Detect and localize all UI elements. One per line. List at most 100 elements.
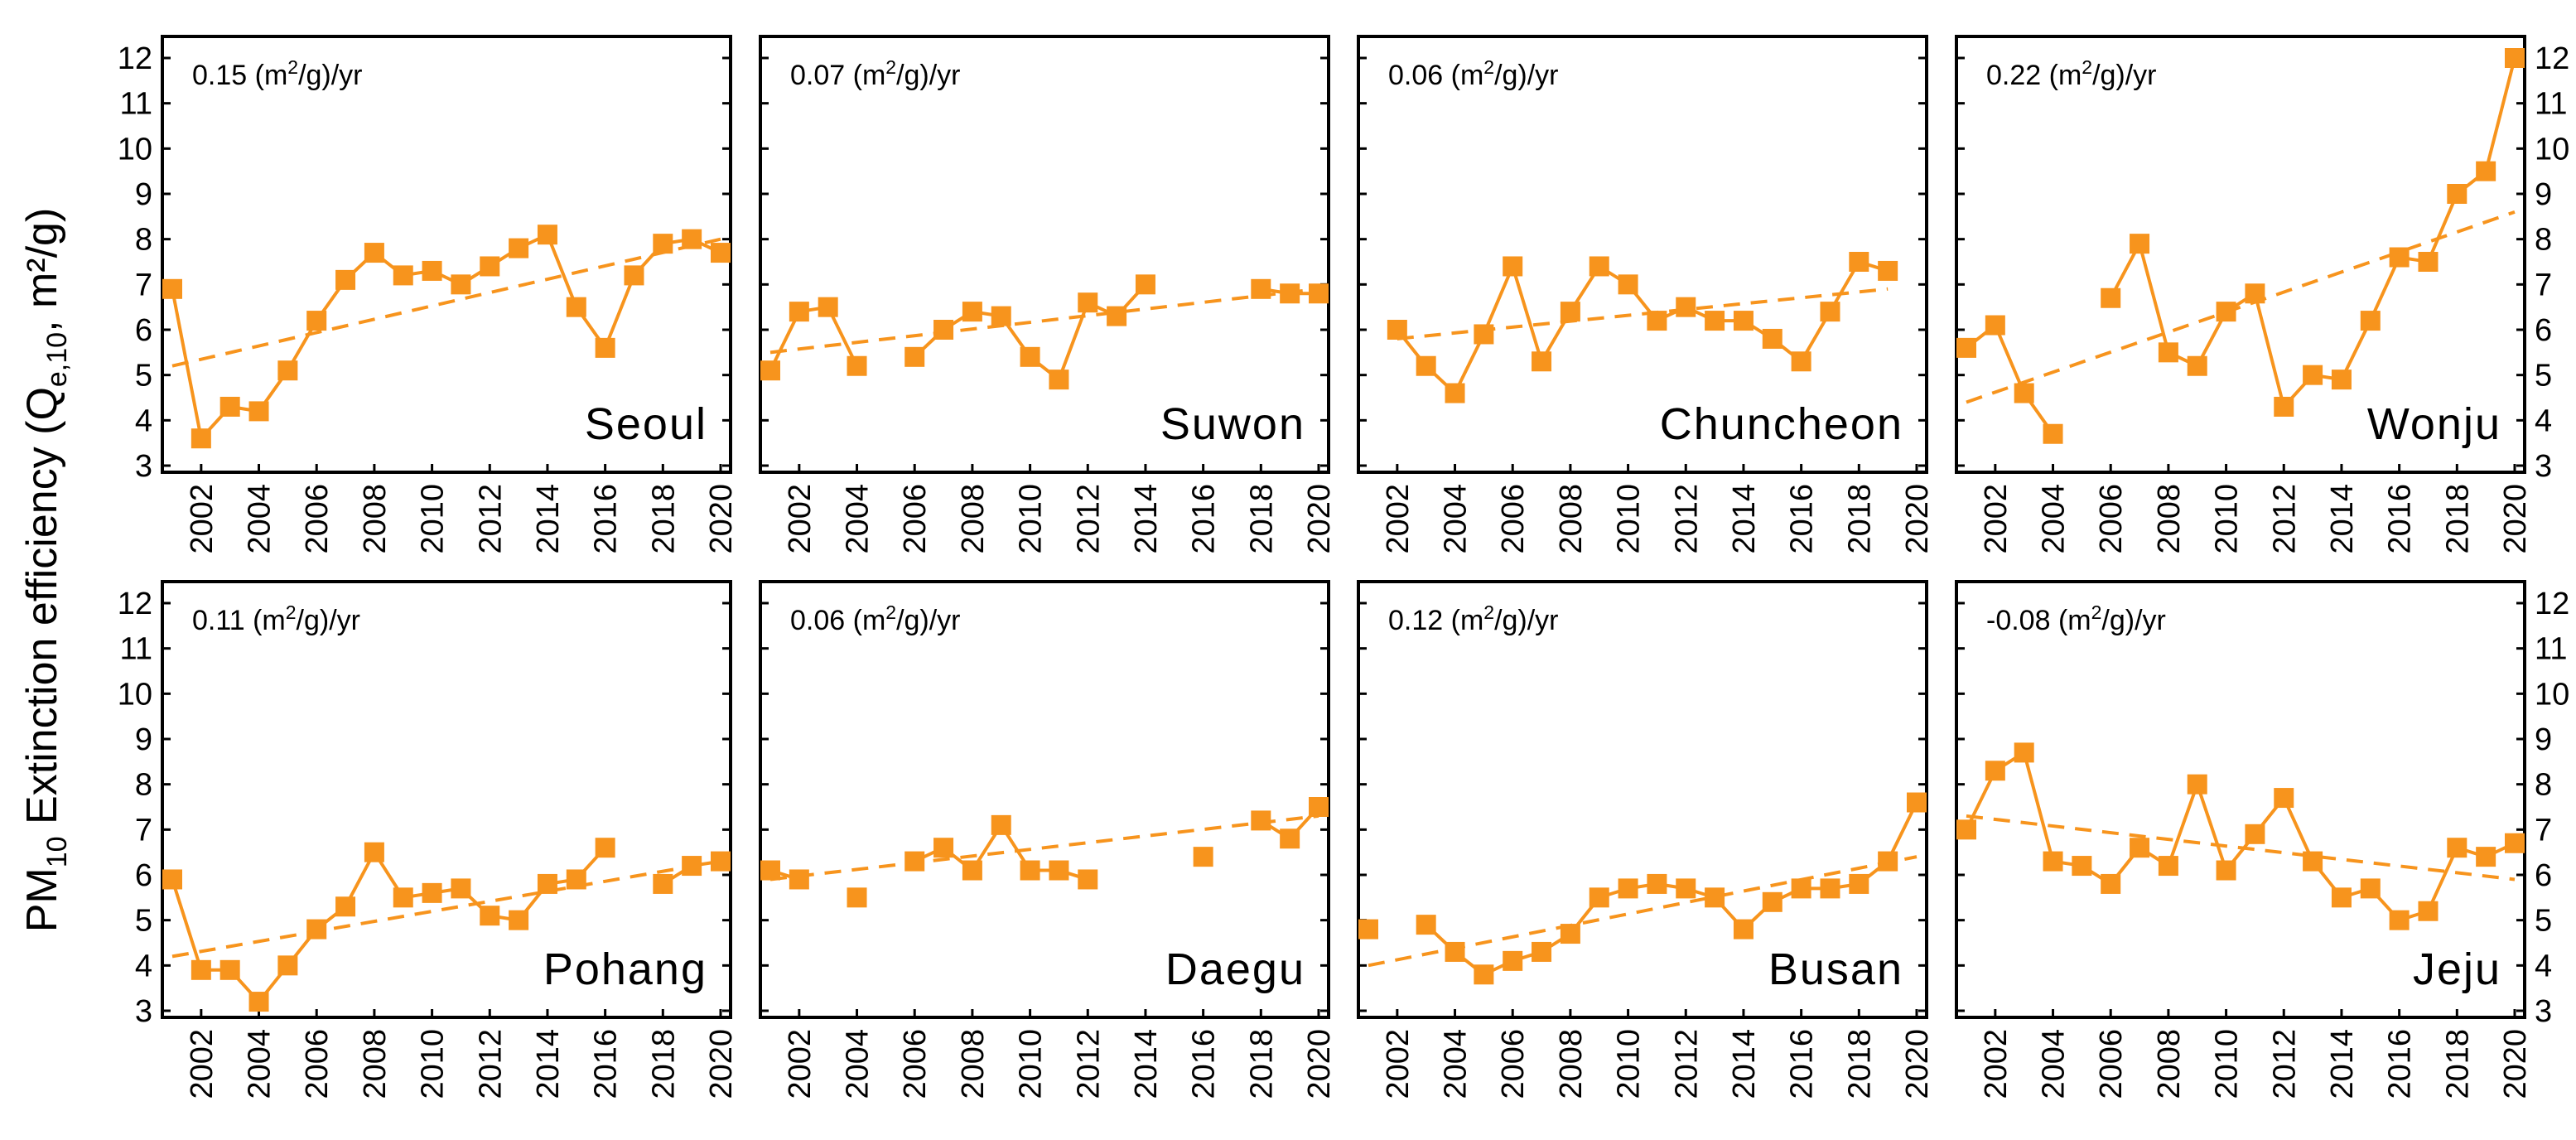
data-point bbox=[1280, 828, 1300, 849]
x-tick-label: 2014 bbox=[1727, 484, 1762, 554]
data-point bbox=[306, 919, 327, 940]
y-tick-label: 4 bbox=[2535, 403, 2552, 438]
data-point bbox=[335, 896, 356, 917]
data-point bbox=[191, 959, 211, 980]
y-tick-label: 3 bbox=[2535, 449, 2552, 484]
data-point bbox=[1762, 891, 1782, 912]
slope-unit-sup: 2 bbox=[2091, 601, 2102, 623]
slope-label: 0.07 (m2/g)/yr bbox=[790, 56, 961, 91]
x-tick-label: 2018 bbox=[1244, 1029, 1279, 1099]
data-point bbox=[1733, 919, 1754, 940]
data-point bbox=[2130, 234, 2150, 254]
data-point bbox=[2418, 252, 2439, 272]
data-point bbox=[760, 860, 780, 881]
y-tick-label: 7 bbox=[2535, 268, 2552, 302]
data-point bbox=[2331, 370, 2352, 390]
data-point bbox=[1251, 278, 1271, 299]
data-point bbox=[1878, 260, 1898, 281]
data-point bbox=[682, 229, 702, 249]
y-tick-label: 8 bbox=[135, 768, 152, 803]
x-tick-label: 2006 bbox=[2094, 484, 2129, 554]
slope-unit: /g)/yr bbox=[2092, 60, 2156, 91]
data-point bbox=[1020, 860, 1040, 881]
data-point bbox=[1589, 256, 1609, 277]
y-tick-label: 10 bbox=[2535, 677, 2569, 712]
data-point bbox=[2130, 838, 2150, 858]
data-point bbox=[1878, 851, 1898, 872]
data-point bbox=[1309, 283, 1329, 304]
y-tick-label: 9 bbox=[135, 722, 152, 757]
x-tick-label: 2014 bbox=[1129, 1029, 1164, 1099]
data-point bbox=[1647, 311, 1667, 331]
data-point bbox=[2101, 287, 2121, 308]
y-tick-label: 7 bbox=[2535, 813, 2552, 848]
y-axis-title-main: PM bbox=[18, 867, 66, 932]
x-tick-label: 2018 bbox=[1842, 1029, 1877, 1099]
panel-frame bbox=[1955, 580, 2526, 1019]
x-tick-label: 2008 bbox=[956, 484, 991, 554]
y-axis-title-sub: 10 bbox=[41, 836, 73, 867]
data-point bbox=[2043, 851, 2063, 872]
x-tick-label: 2002 bbox=[1381, 1029, 1416, 1099]
data-point bbox=[2245, 824, 2265, 844]
data-point bbox=[1618, 274, 1638, 295]
panel-frame bbox=[759, 35, 1330, 474]
trend-line bbox=[1966, 814, 2516, 882]
x-tick-label: 2016 bbox=[2383, 484, 2418, 554]
x-tick-label: 2006 bbox=[898, 1029, 933, 1099]
data-point bbox=[2303, 851, 2323, 872]
x-tick-label: 2002 bbox=[1979, 484, 2014, 554]
x-tick-label: 2014 bbox=[1727, 1029, 1762, 1099]
data-point bbox=[818, 297, 838, 317]
data-point bbox=[904, 346, 925, 367]
data-point bbox=[335, 269, 356, 290]
data-point bbox=[2476, 847, 2496, 867]
data-point bbox=[1503, 950, 1523, 971]
x-tick-label: 2016 bbox=[589, 484, 624, 554]
x-tick-label: 2016 bbox=[1187, 1029, 1222, 1099]
data-point bbox=[1532, 351, 1552, 372]
data-point bbox=[1135, 274, 1155, 295]
data-point bbox=[451, 878, 471, 899]
x-tick-label: 2018 bbox=[2440, 484, 2475, 554]
x-tick-label: 2002 bbox=[1381, 484, 1416, 554]
x-tick-label: 2014 bbox=[531, 484, 566, 554]
data-point bbox=[1445, 941, 1465, 962]
city-label: Seoul bbox=[585, 399, 707, 449]
x-tick-label: 2010 bbox=[2210, 484, 2245, 554]
x-tick-label: 2016 bbox=[1187, 484, 1222, 554]
y-tick-label: 12 bbox=[2535, 587, 2569, 621]
x-tick-label: 2008 bbox=[1554, 1029, 1589, 1099]
data-point bbox=[2043, 423, 2063, 444]
data-point bbox=[1560, 302, 1580, 322]
slope-value: 0.22 (m bbox=[1986, 60, 2082, 91]
x-tick-label: 2010 bbox=[1014, 1029, 1049, 1099]
data-point bbox=[653, 873, 673, 894]
data-point bbox=[566, 869, 586, 890]
x-tick-label: 2004 bbox=[841, 484, 876, 554]
data-point bbox=[847, 887, 867, 908]
data-point bbox=[1560, 924, 1580, 944]
y-tick-label: 3 bbox=[135, 449, 152, 484]
x-tick-label: 2010 bbox=[416, 1029, 451, 1099]
data-point bbox=[537, 225, 557, 245]
slope-unit: /g)/yr bbox=[298, 60, 362, 91]
slope-unit-sup: 2 bbox=[885, 601, 896, 623]
x-tick-label: 2004 bbox=[2037, 1029, 2072, 1099]
x-tick-label: 2006 bbox=[300, 1029, 335, 1099]
data-point bbox=[2216, 302, 2236, 322]
series-line bbox=[769, 305, 859, 372]
data-point bbox=[1820, 878, 1840, 899]
data-point bbox=[2274, 788, 2294, 809]
data-point bbox=[991, 306, 1011, 326]
x-tick-label: 2014 bbox=[2325, 484, 2360, 554]
trend-line bbox=[171, 237, 721, 368]
x-tick-label: 2014 bbox=[531, 1029, 566, 1099]
data-point bbox=[162, 278, 182, 299]
y-tick-label: 12 bbox=[2535, 41, 2569, 76]
x-tick-label: 2010 bbox=[1014, 484, 1049, 554]
slope-label: 0.06 (m2/g)/yr bbox=[1388, 56, 1559, 91]
y-axis-title: PM10 Extinction efficiency (Qe,10, m²/g) bbox=[18, 208, 73, 933]
data-point bbox=[1078, 869, 1098, 890]
x-tick-label: 2004 bbox=[243, 484, 277, 554]
